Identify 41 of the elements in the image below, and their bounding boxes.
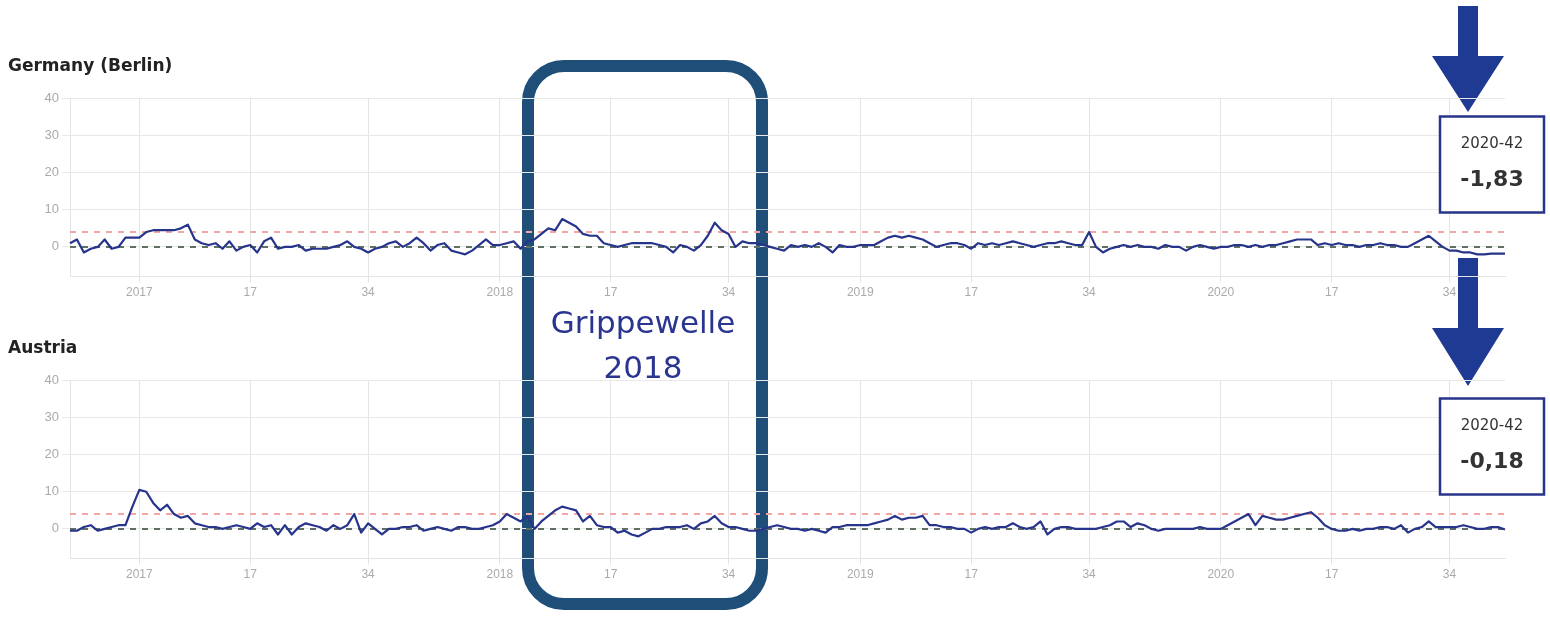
x-tick-label: 17 — [243, 567, 258, 582]
annotation: 2020-42 — [1460, 416, 1524, 435]
annotation: 2020-42 — [1460, 134, 1524, 153]
x-tick-label: 17 — [243, 285, 258, 300]
x-tick-label: 2020 — [1207, 567, 1235, 582]
x-tick-label: 17 — [964, 285, 979, 300]
x-tick-label: 34 — [361, 567, 376, 582]
chart-title: Austria — [8, 336, 78, 357]
y-tick-label: 20 — [44, 446, 59, 462]
x-tick-label: 2019 — [846, 567, 874, 582]
x-tick-label: 2017 — [125, 285, 153, 300]
annotation: -0,18 — [1460, 448, 1524, 474]
x-tick-label: 34 — [721, 567, 736, 582]
y-tick-label: 40 — [44, 371, 59, 387]
annotation: Grippewelle 2018 — [549, 303, 737, 387]
y-tick-label: 10 — [44, 483, 59, 499]
x-tick-label: 17 — [604, 285, 618, 300]
x-tick-label: 34 — [1442, 567, 1457, 582]
y-tick-label: 30 — [44, 127, 59, 143]
x-tick-label: 2018 — [486, 285, 514, 300]
chart-title: Germany (Berlin) — [8, 54, 173, 75]
x-tick-label: 17 — [964, 567, 979, 582]
x-tick-label: 34 — [1082, 567, 1097, 582]
x-tick-label: 34 — [1082, 285, 1097, 300]
x-tick-label: 2017 — [125, 567, 153, 582]
y-tick-label: 10 — [44, 201, 59, 217]
x-tick-label: 2020 — [1207, 285, 1235, 300]
x-tick-label: 17 — [1325, 567, 1339, 582]
x-tick-label: 34 — [721, 285, 736, 300]
x-tick-label: 2018 — [486, 567, 514, 582]
y-tick-label: 30 — [44, 409, 59, 425]
x-tick-label: 34 — [361, 285, 376, 300]
x-tick-label: 17 — [604, 567, 618, 582]
x-tick-label: 34 — [1442, 285, 1457, 300]
y-tick-label: 0 — [51, 520, 59, 536]
x-tick-label: 2019 — [846, 285, 874, 300]
y-tick-label: 40 — [44, 89, 59, 105]
y-tick-label: 20 — [44, 164, 59, 180]
y-tick-label: 0 — [51, 238, 59, 254]
annotation: -1,83 — [1460, 166, 1524, 192]
x-tick-label: 17 — [1325, 285, 1339, 300]
